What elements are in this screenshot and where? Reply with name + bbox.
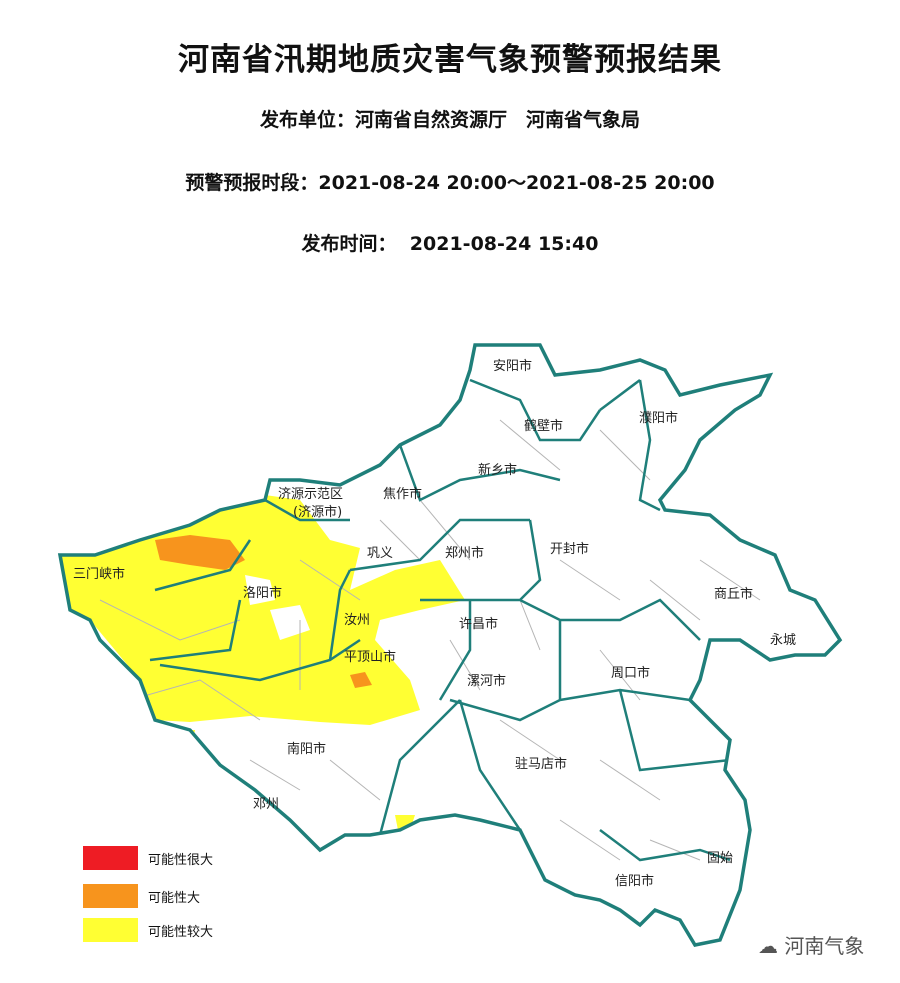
label-ruzhou: 汝州 xyxy=(344,613,370,628)
legend-swatch xyxy=(83,884,138,908)
period-value: 2021-08-24 20:00～2021-08-25 20:00 xyxy=(318,172,715,194)
legend-label: 可能性较大 xyxy=(148,925,214,940)
warning-blank xyxy=(245,575,275,605)
label-xinxiang: 新乡市 xyxy=(478,462,517,478)
issue-time: 发布时间： 2021-08-24 15:40 xyxy=(0,229,900,256)
label-pingdingshan: 平顶山市 xyxy=(344,649,396,665)
label-shangqiu: 商丘市 xyxy=(714,586,753,602)
warning-area-high xyxy=(350,672,372,688)
watermark: ☁ 河南气象 xyxy=(758,930,864,959)
city-borders xyxy=(149,378,731,862)
forecast-period: 预警预报时段：2021-08-24 20:00～2021-08-25 20:00 xyxy=(0,168,900,195)
issue-value: 2021-08-24 15:40 xyxy=(409,233,599,255)
period-label: 预警预报时段： xyxy=(185,172,319,194)
label-zhengzhou: 郑州市 xyxy=(445,545,484,561)
wechat-icon: ☁ xyxy=(758,934,778,958)
label-yongcheng: 永城 xyxy=(770,633,796,648)
label-jiaozuo: 焦作市 xyxy=(383,486,422,502)
label-kaifeng: 开封市 xyxy=(550,541,589,557)
warning-area-high xyxy=(155,535,245,570)
label-jiyuan: 济源示范区 xyxy=(278,487,343,502)
issue-label: 发布时间： xyxy=(301,233,397,255)
legend-swatch xyxy=(83,918,138,942)
label-anyang: 安阳市 xyxy=(493,358,532,374)
label-gushi: 固始 xyxy=(707,851,733,866)
label-jiyuan-city: (济源市) xyxy=(293,504,342,520)
issuer: 发布单位：河南省自然资源厅 河南省气象局 xyxy=(259,109,640,131)
label-hebi: 鹤壁市 xyxy=(524,418,563,434)
label-sanmenxia: 三门峡市 xyxy=(73,566,125,582)
legend-label: 可能性大 xyxy=(148,891,201,906)
label-nanyang: 南阳市 xyxy=(287,741,326,757)
label-puyang: 濮阳市 xyxy=(639,410,678,426)
legend-swatch xyxy=(83,846,138,870)
label-xuchang: 许昌市 xyxy=(459,616,498,632)
label-gongyi: 巩义 xyxy=(367,546,393,561)
label-zhoukou: 周口市 xyxy=(611,665,650,681)
page-title: 河南省汛期地质灾害气象预警预报结果 xyxy=(178,42,722,78)
legend-label: 可能性很大 xyxy=(148,853,214,868)
label-luohe: 漯河市 xyxy=(467,673,506,689)
label-dengzhou: 邓州 xyxy=(253,797,279,812)
label-zhumadian: 驻马店市 xyxy=(515,756,567,772)
watermark-text: 河南气象 xyxy=(784,934,865,958)
label-luoyang: 洛阳市 xyxy=(243,585,282,601)
map-labels: 安阳市 鹤壁市 濮阳市 新乡市 焦作市 济源示范区 (济源市) 三门峡市 洛阳市… xyxy=(73,358,796,889)
county-borders xyxy=(99,419,761,861)
label-xinyang: 信阳市 xyxy=(615,873,654,889)
